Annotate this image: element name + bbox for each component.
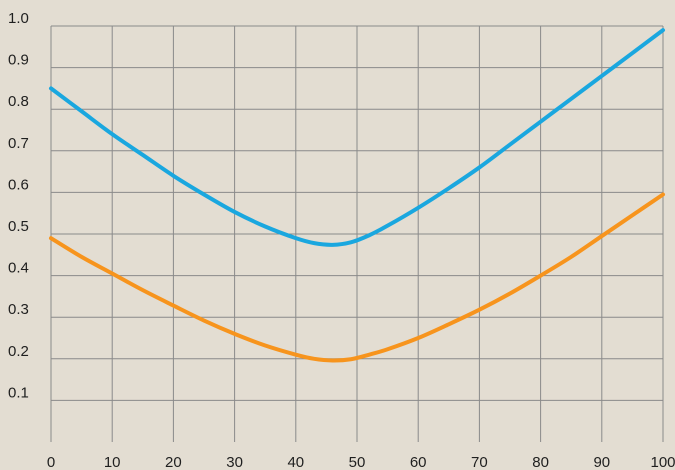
x-tick-label: 60 — [410, 454, 427, 470]
x-tick-labels: 0 10 20 30 40 50 60 70 80 90 100 — [47, 454, 675, 470]
grid — [51, 25, 664, 442]
y-tick-label: 0.4 — [8, 260, 29, 277]
x-tick-label: 20 — [165, 454, 182, 470]
x-tick-label: 10 — [104, 454, 121, 470]
y-tick-label: 0.5 — [8, 218, 29, 235]
y-tick-label: 0.8 — [8, 93, 29, 110]
y-tick-label: 0.2 — [8, 343, 29, 360]
y-tick-label: 1.0 — [8, 10, 29, 27]
series-layer — [49, 28, 665, 363]
x-tick-label: 40 — [287, 454, 304, 470]
y-tick-label: 0.6 — [8, 176, 29, 193]
x-tick-label: 100 — [650, 454, 675, 470]
y-tick-label: 0.1 — [8, 384, 29, 401]
x-tick-label: 0 — [47, 454, 55, 470]
x-tick-label: 50 — [349, 454, 366, 470]
series-line-2 — [49, 192, 665, 363]
x-tick-label: 90 — [593, 454, 610, 470]
series-line-1 — [49, 28, 665, 247]
x-tick-label: 30 — [226, 454, 243, 470]
y-tick-label: 0.3 — [8, 301, 29, 318]
x-tick-label: 80 — [532, 454, 549, 470]
y-tick-label: 0.7 — [8, 135, 29, 152]
x-tick-label: 70 — [471, 454, 488, 470]
y-tick-labels: 0.1 0.2 0.3 0.4 0.5 0.6 0.7 0.8 0.9 1.0 — [8, 10, 29, 401]
y-tick-label: 0.9 — [8, 52, 29, 69]
